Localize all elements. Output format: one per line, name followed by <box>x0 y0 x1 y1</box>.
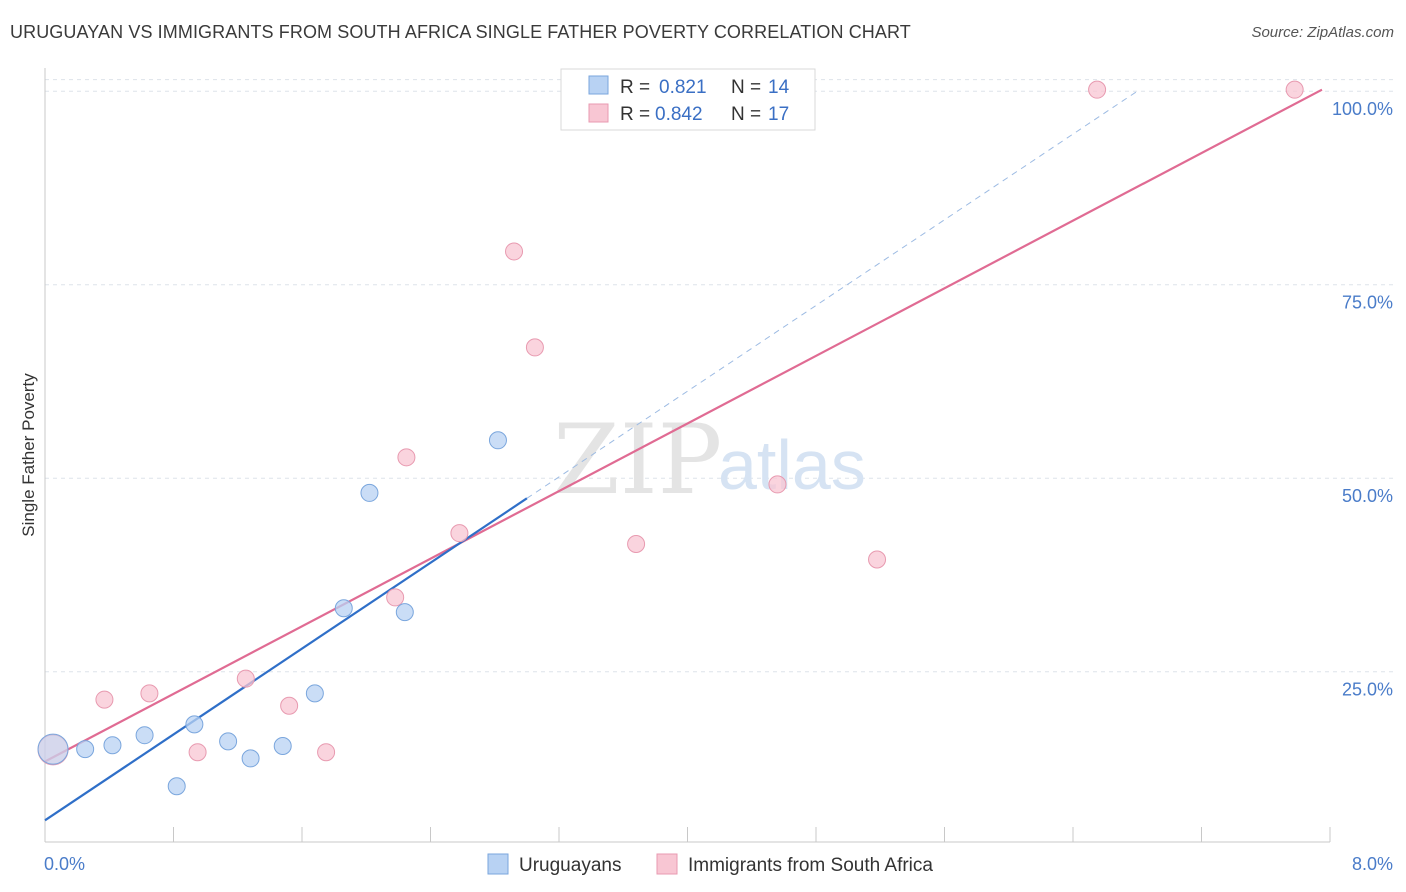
point-south-africa-9 <box>450 524 469 543</box>
trend-layer <box>44 88 1323 822</box>
point-uruguayans-10 <box>334 599 353 618</box>
point-south-africa-12 <box>627 535 646 554</box>
point-uruguayans-3 <box>135 726 154 745</box>
point-uruguayans-11 <box>360 483 379 502</box>
point-uruguayans-4 <box>167 777 186 796</box>
point-south-africa-15 <box>1088 80 1107 99</box>
point-uruguayans-1 <box>76 740 95 759</box>
legend-swatch-uruguayans <box>588 75 609 95</box>
source-label: Source: ZipAtlas.com <box>1251 24 1394 41</box>
legend-r-value-2: 0.842 <box>655 104 703 125</box>
point-south-africa-8 <box>397 448 416 467</box>
point-uruguayans-9 <box>305 684 324 703</box>
points-layer <box>37 80 1304 796</box>
point-uruguayans-8 <box>273 737 292 756</box>
y-tick-labels: 25.0% 50.0% 75.0% 100.0% <box>1332 99 1393 700</box>
bottom-legend-uruguayans: Uruguayans <box>519 855 621 876</box>
trend-line-uruguayans <box>44 497 528 822</box>
point-south-africa-16 <box>1285 80 1304 99</box>
point-south-africa-13 <box>768 475 787 494</box>
point-south-africa-14 <box>868 550 887 569</box>
legend-swatch-south-africa <box>588 103 609 123</box>
point-south-africa-11 <box>525 338 544 357</box>
x-tick-label-min: 0.0% <box>44 854 85 874</box>
point-south-africa-5 <box>280 696 299 715</box>
legend-r-label-2: R = <box>620 104 650 125</box>
point-uruguayans-6 <box>219 732 238 751</box>
legend-n-value-2: 17 <box>768 104 789 125</box>
point-south-africa-10 <box>505 242 524 261</box>
point-uruguayans-7 <box>241 749 260 768</box>
point-south-africa-3 <box>188 743 207 762</box>
legend-r-value-1: 0.821 <box>659 77 707 98</box>
legend-r-label-1: R = <box>620 77 650 98</box>
y-axis-label: Single Father Poverty <box>19 373 38 537</box>
legend-n-value-1: 14 <box>768 77 790 98</box>
point-uruguayans-12 <box>395 603 414 622</box>
legend-n-label-2: N = <box>731 104 761 125</box>
point-uruguayans-5 <box>185 715 204 734</box>
bottom-legend-south-africa: Immigrants from South Africa <box>688 855 933 876</box>
legend-box: R = 0.821 N = 14 R = 0.842 N = 17 <box>560 68 816 131</box>
bottom-legend-swatch-south-africa <box>656 853 678 875</box>
legend-n-label-1: N = <box>731 77 761 98</box>
point-uruguayans-2 <box>103 736 122 755</box>
point-uruguayans-13 <box>488 431 507 450</box>
watermark-zip: ZIP <box>553 404 722 516</box>
y-tick-label-100: 100.0% <box>1332 99 1393 119</box>
x-tick-label-max: 8.0% <box>1352 854 1393 874</box>
point-south-africa-7 <box>386 588 405 607</box>
point-uruguayans-0 <box>37 733 69 765</box>
y-tick-label-50: 50.0% <box>1342 486 1393 506</box>
watermark: ZIP atlas <box>553 404 866 516</box>
axes-layer <box>44 68 1331 843</box>
chart-title: URUGUAYAN VS IMMIGRANTS FROM SOUTH AFRIC… <box>10 22 911 42</box>
bottom-legend-swatch-uruguayans <box>487 853 509 875</box>
point-south-africa-4 <box>236 669 255 688</box>
grid-layer <box>45 79 1395 673</box>
trend-line-south-africa <box>44 88 1323 763</box>
trend-line-uruguayans-extension <box>526 90 1138 499</box>
point-south-africa-1 <box>95 690 114 709</box>
watermark-atlas: atlas <box>718 426 866 504</box>
bottom-legend: Uruguayans Immigrants from South Africa <box>487 853 933 876</box>
y-tick-label-75: 75.0% <box>1342 293 1393 313</box>
y-tick-label-25: 25.0% <box>1342 680 1393 700</box>
point-south-africa-2 <box>140 684 159 703</box>
point-south-africa-6 <box>317 743 336 762</box>
